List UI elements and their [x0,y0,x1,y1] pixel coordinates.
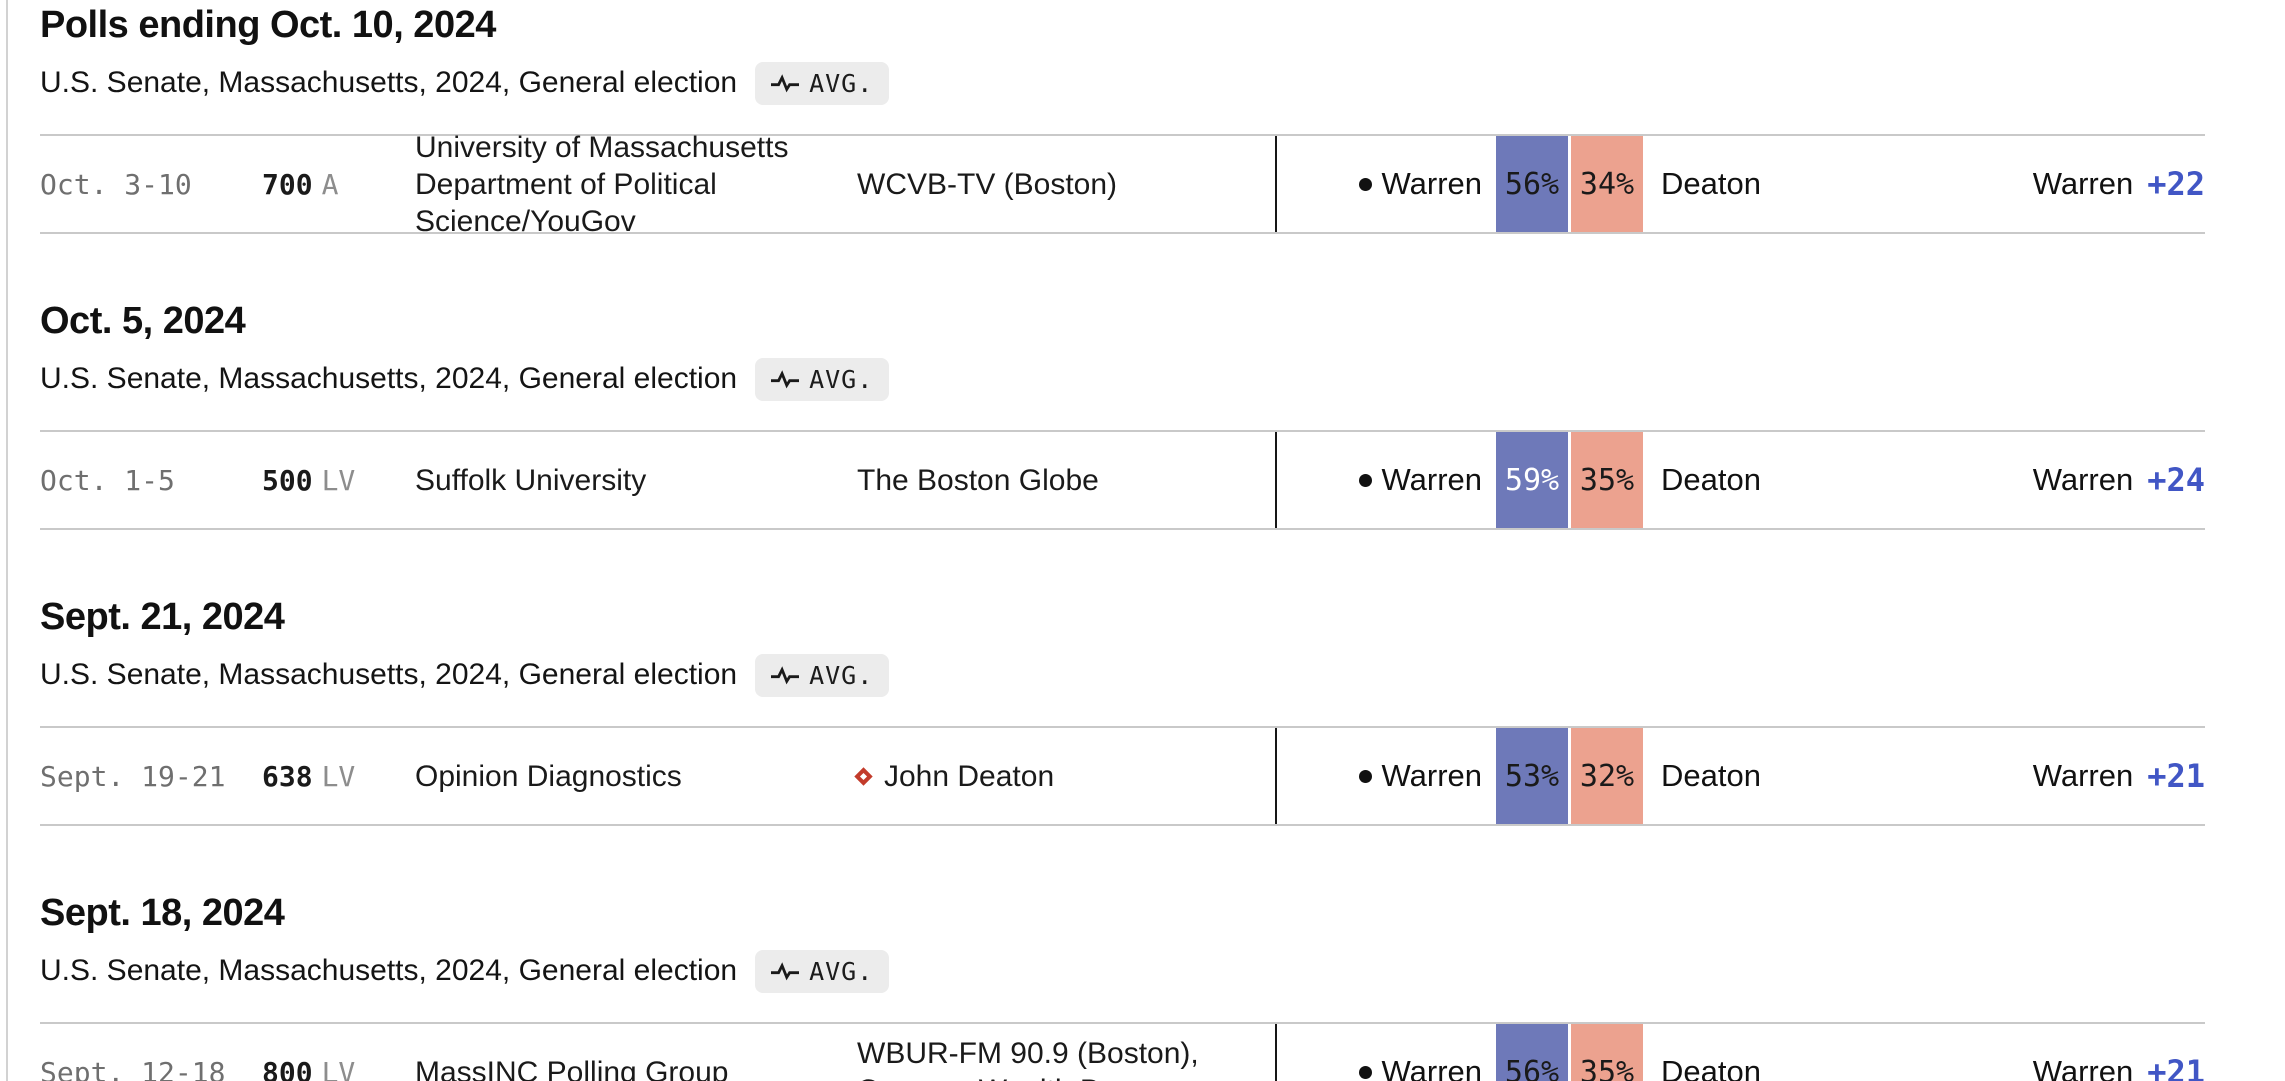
sample-population: LV [321,463,356,497]
pollster-name[interactable]: University of Massachusetts Department o… [415,130,789,238]
leader-margin: +21 [2147,1053,2205,1081]
average-badge-label: AVG. [809,956,874,986]
candidate1-pct-box: 59% [1496,432,1568,528]
candidate1-pct-box: 56% [1496,136,1568,232]
race-subtitle: U.S. Senate, Massachusetts, 2024, Genera… [40,954,738,987]
poll-sample: 800 LV [262,1024,415,1081]
poll-section: Polls ending Oct. 10, 2024 U.S. Senate, … [40,2,2205,238]
pollster-name[interactable]: Opinion Diagnostics [415,759,682,793]
leader-margin: +21 [2147,757,2205,795]
section-heading: Oct. 5, 2024 [40,300,246,342]
leader-name: Warren [2032,166,2134,201]
poll-sponsor: WBUR-FM 90.9 (Boston), CommonWealth Beac… [857,1037,1199,1081]
average-badge-label: AVG. [809,660,874,690]
poll-section: Sept. 21, 2024 U.S. Senate, Massachusett… [40,594,2205,826]
candidate1-pct-box: 56% [1496,1024,1568,1081]
sample-size: 500 [262,463,313,497]
poll-results: Warren 56% 35% [1275,1024,1643,1081]
average-badge[interactable]: AVG. [755,61,890,105]
leader-margin: +24 [2147,461,2205,499]
candidate2-label: Deaton [1661,166,1761,201]
pollster-name[interactable]: Suffolk University [415,463,647,497]
race-subtitle: U.S. Senate, Massachusetts, 2024, Genera… [40,66,738,99]
poll-sponsor: WCVB-TV (Boston) [857,167,1118,201]
pulse-icon [771,961,800,981]
poll-sponsor: The Boston Globe [857,463,1099,497]
average-badge[interactable]: AVG. [755,357,890,401]
poll-sample: 500 LV [262,432,415,528]
poll-results: Warren 56% 34% [1275,136,1643,232]
poll-leader: Warren +22 [1883,136,2205,232]
poll-leader: Warren +21 [1883,728,2205,824]
candidate2-pct-box: 35% [1571,432,1643,528]
sample-size: 800 [262,1055,313,1081]
sample-population: LV [321,759,356,793]
pollster-name[interactable]: MassINC Polling Group [415,1055,729,1081]
poll-sponsor: John Deaton [854,728,1275,824]
page-left-rule [6,0,8,1081]
candidate2-pct-box: 35% [1571,1024,1643,1081]
candidate2-label: Deaton [1661,462,1761,497]
section-heading: Polls ending Oct. 10, 2024 [40,4,496,46]
poll-dates: Oct. 1-5 [40,463,175,497]
leader-margin: +22 [2147,165,2205,203]
candidate2-pct-box: 34% [1571,136,1643,232]
candidate1-label: Warren [1277,432,1496,528]
leader-name: Warren [2032,758,2134,793]
candidate2-label: Deaton [1661,758,1761,793]
sample-population: A [321,167,339,201]
candidate2-pct-box: 32% [1571,728,1643,824]
poll-dates: Sept. 12-18 [40,1055,226,1081]
section-heading: Sept. 18, 2024 [40,892,285,934]
sample-size: 638 [262,759,313,793]
candidate1-label: Warren [1277,136,1496,232]
poll-dates: Sept. 19-21 [40,759,226,793]
partisan-diamond-icon [854,766,873,786]
average-badge-label: AVG. [809,68,874,98]
candidate2-label: Deaton [1661,1054,1761,1081]
sample-population: LV [321,1055,356,1081]
pulse-icon [771,665,800,685]
section-heading: Sept. 21, 2024 [40,596,285,638]
poll-section: Oct. 5, 2024 U.S. Senate, Massachusetts,… [40,298,2205,530]
leader-name: Warren [2032,1054,2134,1081]
poll-leader: Warren +21 [1883,1024,2205,1081]
incumbent-dot-icon [1358,1065,1372,1079]
average-badge[interactable]: AVG. [755,949,890,993]
race-subtitle: U.S. Senate, Massachusetts, 2024, Genera… [40,362,738,395]
poll-row: Sept. 19-21 638 LV Opinion Diagnostics J… [40,726,2205,826]
incumbent-dot-icon [1358,177,1372,191]
poll-leader: Warren +24 [1883,432,2205,528]
candidate1-label: Warren [1277,1024,1496,1081]
leader-name: Warren [2032,462,2134,497]
poll-sample: 638 LV [262,728,415,824]
candidate1-pct-box: 53% [1496,728,1568,824]
incumbent-dot-icon [1358,473,1372,487]
poll-section: Sept. 18, 2024 U.S. Senate, Massachusett… [40,890,2205,1081]
incumbent-dot-icon [1358,769,1372,783]
race-subtitle: U.S. Senate, Massachusetts, 2024, Genera… [40,658,738,691]
poll-row: Oct. 1-5 500 LV Suffolk University The B… [40,430,2205,530]
poll-dates: Oct. 3-10 [40,167,192,201]
pulse-icon [771,73,800,93]
sample-size: 700 [262,167,313,201]
poll-results: Warren 53% 32% [1275,728,1643,824]
poll-results: Warren 59% 35% [1275,432,1643,528]
average-badge-label: AVG. [809,364,874,394]
candidate1-label: Warren [1277,728,1496,824]
poll-sample: 700 A [262,136,415,232]
poll-row: Oct. 3-10 700 A University of Massachuse… [40,130,2205,238]
pulse-icon [771,369,800,389]
average-badge[interactable]: AVG. [755,653,890,697]
poll-row: Sept. 12-18 800 LV MassINC Polling Group… [40,1022,2205,1081]
